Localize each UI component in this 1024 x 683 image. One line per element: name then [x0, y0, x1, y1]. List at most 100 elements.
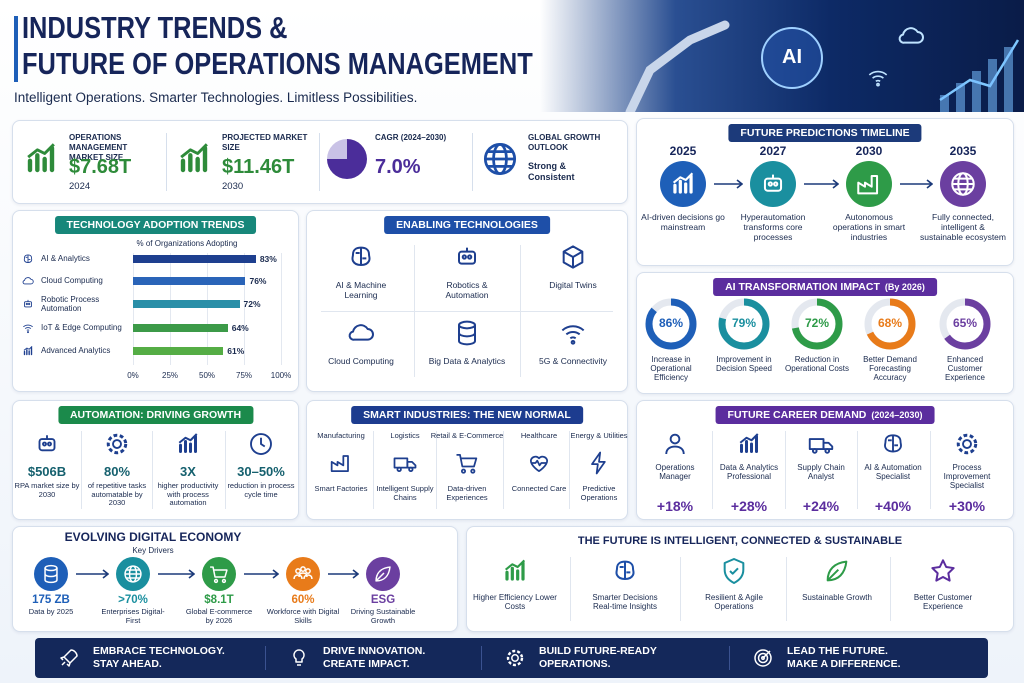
tech-icon — [561, 325, 585, 345]
section-title: SMART INDUSTRIES: THE NEW NORMAL — [351, 406, 583, 424]
icon-glyph — [458, 247, 476, 265]
timeline-icon — [750, 161, 796, 207]
stat-value: 7.0% — [375, 156, 421, 178]
footer-text: LEAD THE FUTURE. MAKE A DIFFERENCE. — [787, 645, 901, 671]
tech-label: AI & Machine Learning — [335, 280, 387, 300]
icon-shape — [44, 568, 58, 584]
icon-shape — [665, 445, 685, 455]
icon-shape — [808, 438, 825, 450]
footer-line: EMBRACE TECHNOLOGY. — [93, 645, 225, 657]
panel: EVOLVING DIGITAL ECONOMY Key Drivers 175 Z… — [12, 526, 458, 632]
future-text: Better Customer Experience — [913, 593, 973, 612]
section-title: ENABLING TECHNOLOGIES — [384, 216, 550, 234]
icon-shape — [773, 181, 779, 187]
arrow-shape — [76, 569, 109, 579]
donut — [645, 298, 697, 350]
icon-glyph — [293, 566, 313, 580]
grid-line — [207, 253, 208, 365]
section-title: AI TRANSFORMATION IMPACT (By 2026) — [713, 278, 937, 296]
icon-shape — [260, 437, 266, 448]
automation-text: of repetitive tasks automatable by 2030 — [87, 481, 147, 508]
impact-text: Improvement in Decision Speed — [715, 355, 773, 374]
divider — [225, 431, 226, 509]
icon-shape — [888, 435, 898, 452]
robot-arm — [625, 20, 730, 112]
divider — [890, 557, 891, 621]
sector-text: Smart Factories — [314, 484, 368, 493]
icon-shape — [23, 346, 33, 351]
economy-icon — [286, 557, 320, 591]
economy-value: $8.1T — [204, 594, 234, 606]
icon-shape — [723, 558, 745, 584]
icon-glyph — [458, 320, 476, 346]
automation-icon — [38, 435, 56, 452]
economy-icon — [366, 557, 400, 591]
icon-shape — [506, 649, 524, 667]
divider — [321, 311, 613, 312]
chart-subtitle: % of Organizations Adopting — [136, 239, 238, 248]
trend-bar — [956, 83, 965, 112]
panel: AUTOMATION: DRIVING GROWTH $506B RPA marke… — [12, 400, 299, 520]
stat-icon — [27, 143, 55, 173]
tech-label: 5G & Connectivity — [538, 356, 608, 366]
icon-glyph — [506, 649, 524, 667]
icon-glyph — [23, 324, 33, 334]
section-title-text: FUTURE CAREER DEMAND — [727, 409, 867, 421]
trend-bar — [972, 71, 981, 112]
icon-shape — [762, 650, 771, 659]
icon-shape — [408, 466, 414, 473]
icon-shape — [180, 143, 208, 159]
title-block: INDUSTRY TRENDS & FUTURE OF OPERATIONS MA… — [22, 10, 533, 82]
icon-bg — [750, 161, 796, 207]
future-text: Smarter Decisions Real-time Insights — [592, 593, 658, 612]
economy-value: ESG — [370, 594, 396, 606]
category-icon — [23, 324, 33, 334]
impact-text: Enhanced Customer Experience — [944, 355, 986, 383]
value-label: 72% — [243, 299, 261, 309]
sector-text: Connected Care — [511, 484, 567, 493]
icon-shape — [22, 277, 34, 285]
divider — [785, 557, 787, 621]
bar — [133, 255, 256, 263]
automation-text: RPA market size by 2030 — [14, 481, 80, 499]
icon-shape — [811, 448, 818, 454]
donut-label: 79% — [731, 316, 757, 330]
panel: FUTURE CAREER DEMAND (2024–2030) Operation… — [636, 400, 1014, 520]
timeline-icon — [660, 161, 706, 207]
category-label: Cloud Computing — [41, 276, 103, 285]
future-icon — [723, 558, 745, 584]
icon-shape — [393, 457, 409, 469]
donut-arc — [864, 298, 916, 350]
ai-ring — [761, 27, 823, 89]
icon-glyph — [672, 172, 694, 194]
value-label: 61% — [227, 346, 245, 356]
icon-glyph — [178, 433, 198, 453]
icon-shape — [962, 439, 972, 449]
icon-shape — [396, 466, 402, 473]
section-title-text: AI TRANSFORMATION IMPACT — [725, 281, 880, 293]
icon-shape — [591, 451, 606, 475]
career-growth: +28% — [730, 498, 768, 514]
footer-banner: EMBRACE TECHNOLOGY. STAY AHEAD. DRIVE INNO… — [35, 638, 988, 678]
icon-glyph — [210, 566, 228, 584]
sector-icon — [330, 455, 349, 473]
icon-shape — [355, 247, 367, 265]
section-title-text: SMART INDUSTRIES: THE NEW NORMAL — [363, 409, 571, 421]
icon-shape — [178, 433, 198, 444]
automation-value: $506B — [27, 464, 67, 479]
divider — [520, 245, 521, 377]
career-icon — [808, 438, 834, 454]
icon-shape — [767, 181, 773, 187]
x-tick-label: 25% — [161, 371, 179, 380]
sector-label: Manufacturing — [317, 431, 365, 440]
icon-glyph — [857, 174, 879, 195]
future-text: Higher Efficiency Lower Costs — [473, 593, 557, 612]
divider — [436, 431, 437, 509]
tech-label: Robotics & Automation — [445, 280, 489, 300]
icon-glyph — [723, 558, 745, 584]
automation-value: 80% — [103, 464, 131, 479]
footer-text: EMBRACE TECHNOLOGY. STAY AHEAD. — [93, 645, 225, 671]
footer-line: OPERATIONS. — [539, 658, 611, 670]
category-icon — [24, 299, 32, 308]
icon-shape — [458, 250, 476, 265]
